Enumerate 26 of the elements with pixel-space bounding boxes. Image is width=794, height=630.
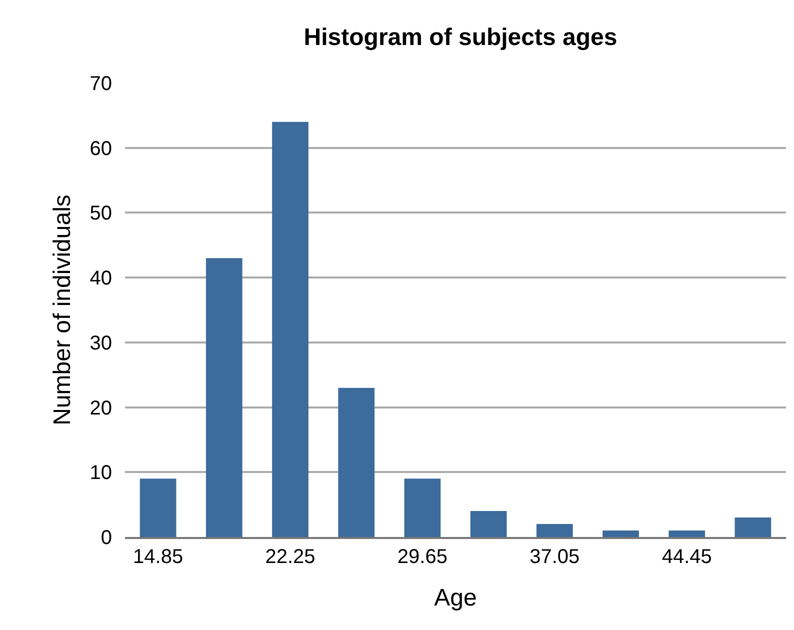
y-tick-label: 10 <box>90 462 112 484</box>
bar <box>338 388 375 537</box>
bar <box>470 511 507 537</box>
y-tick-label: 30 <box>90 332 112 354</box>
y-tick-label: 70 <box>90 73 112 95</box>
y-axis-title: Number of individuals <box>48 194 76 426</box>
bar <box>734 518 772 537</box>
y-tick-label: 20 <box>90 397 112 420</box>
y-tick-label: 50 <box>90 202 112 225</box>
y-tick-label: 40 <box>90 268 112 290</box>
bar <box>602 530 639 537</box>
x-tick-label: 22.25 <box>265 546 316 568</box>
y-tick-label: 60 <box>90 138 112 160</box>
y-tick-label: 0 <box>100 527 112 549</box>
bar <box>140 478 176 537</box>
bar <box>404 478 441 537</box>
bar <box>536 524 573 537</box>
bar <box>206 258 242 537</box>
x-tick-label: 29.65 <box>397 546 448 568</box>
bar <box>272 122 308 537</box>
x-tick-label: 14.85 <box>133 546 184 568</box>
bar <box>668 530 706 537</box>
x-axis-title: Age <box>434 584 477 612</box>
x-tick-label: 44.45 <box>662 546 712 568</box>
chart-title: Histogram of subjects ages <box>304 24 618 52</box>
x-tick-label: 37.05 <box>530 546 580 568</box>
